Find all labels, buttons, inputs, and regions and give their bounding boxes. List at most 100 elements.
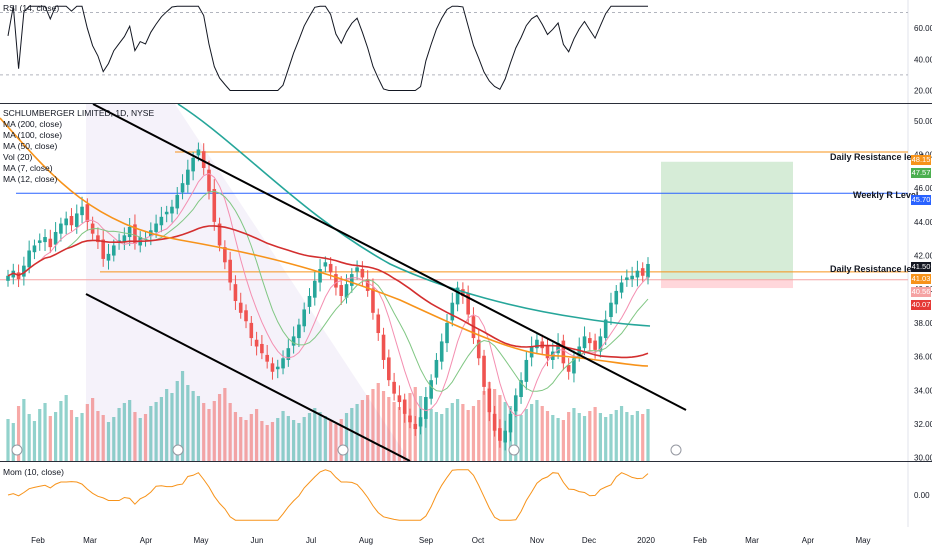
volume-bar (344, 413, 349, 461)
volume-bar (149, 406, 153, 461)
price-tick-label: 34.00 (914, 386, 932, 395)
time-tick-label: Oct (472, 536, 485, 545)
candle-body (170, 206, 174, 214)
volume-bar (223, 388, 227, 461)
earnings-marker (172, 444, 184, 456)
time-axis[interactable]: Feb Mar Apr May Jun Jul Aug Sep Oct Nov Dec 2020 Feb… (0, 527, 932, 550)
candle-body (350, 274, 354, 286)
volume-bar (540, 406, 544, 461)
volume-bar (260, 421, 264, 461)
ma-50-line (7, 225, 649, 359)
candle-body (265, 354, 269, 362)
candle-body (635, 270, 640, 278)
price-tag-48-15: 48.15 (911, 155, 931, 165)
rsi-pane[interactable]: 60.00 40.00 20.00 RSI (14, close) (0, 0, 932, 103)
price-tick-label: 38.00 (914, 319, 932, 328)
candle-body (143, 238, 148, 240)
candle-body (492, 413, 497, 431)
volume-bar (175, 381, 179, 461)
candle-body (37, 240, 42, 243)
volume-bar (630, 415, 634, 461)
candle-body (450, 302, 455, 321)
volume-bar (614, 410, 618, 461)
volume-bar (366, 395, 370, 461)
candle-body (609, 302, 613, 318)
candle-body (6, 275, 10, 281)
pane-separator[interactable] (0, 461, 932, 462)
candle-body (424, 397, 428, 419)
candle-body (413, 423, 418, 430)
price-tick-label: 42.00 (914, 252, 932, 261)
candle-body (371, 288, 375, 313)
volume-bar (535, 400, 539, 461)
candle-body (154, 223, 158, 232)
time-tick-label: May (855, 536, 870, 545)
volume-bar (514, 411, 518, 461)
volume-bar (392, 402, 396, 461)
volume-bar (154, 402, 158, 461)
rsi-chart: 60.00 40.00 20.00 (0, 0, 932, 103)
volume-bar (329, 421, 333, 461)
pane-separator[interactable] (0, 103, 932, 104)
volume-bar (556, 418, 560, 461)
momentum-tick-label: 0.00 (914, 491, 930, 500)
volume-bar (138, 418, 142, 461)
candle-body (64, 218, 68, 226)
volume-bar (32, 421, 37, 461)
volume-bar (292, 420, 296, 461)
candle-body (297, 324, 301, 339)
volume-bar (582, 416, 587, 461)
volume-bar (440, 414, 444, 461)
candle-body (275, 366, 280, 370)
candle-body (318, 269, 322, 283)
volume-bar (445, 408, 449, 461)
volume-bar (43, 403, 47, 461)
volume-bar (524, 409, 528, 461)
price-tick-label: 30.00 (914, 454, 932, 461)
volume-bar (530, 404, 534, 461)
price-tick-label: 32.00 (914, 420, 932, 429)
stop-zone (661, 279, 793, 289)
volume-bar (567, 412, 571, 461)
candle-body (291, 336, 296, 346)
time-tick-label: Mar (83, 536, 97, 545)
volume-bar (16, 406, 21, 461)
volume-bar (191, 391, 195, 461)
volume-bar (85, 404, 89, 461)
candle-body (513, 395, 518, 412)
volume-bar (128, 400, 132, 461)
volume-bar (281, 411, 285, 461)
candle-body (588, 338, 592, 344)
volume-bar (471, 406, 476, 461)
price-pane[interactable]: 50.0048.0046.0044.0042.0040.0038.0036.00… (0, 104, 932, 461)
price-tick-label: 46.00 (914, 184, 932, 193)
volume-bar (625, 412, 629, 461)
candle-body (646, 263, 650, 278)
candle-body (122, 235, 127, 243)
candle-body (519, 380, 523, 398)
candle-body (106, 253, 111, 261)
level-label-daily-resistance-bottom: Daily Resistance level (830, 264, 925, 274)
level-label-weekly-r: Weekly R Level (853, 190, 919, 200)
candle-body (244, 310, 248, 322)
earnings-marker (11, 444, 23, 456)
volume-bar (461, 404, 465, 461)
candle-body (164, 211, 169, 215)
volume-bar (455, 399, 460, 461)
volume-bar (27, 414, 31, 461)
time-tick-label: Dec (582, 536, 596, 545)
volume-bar (313, 408, 317, 461)
candle-body (323, 262, 328, 267)
momentum-pane[interactable]: 0.00 Mom (10, close) (0, 462, 932, 527)
price-tag-45-70: 45.70 (911, 195, 931, 205)
legend-ma12: MA (12, close) (3, 174, 58, 184)
candle-body (233, 284, 238, 302)
candle-body (408, 415, 412, 423)
volume-bar (307, 413, 312, 461)
ma-12-line (7, 190, 649, 392)
volume-bar (355, 404, 359, 461)
candle-body (22, 265, 26, 277)
candle-body (360, 269, 365, 278)
volume-bar (96, 411, 100, 461)
channel-upper-trendline (92, 104, 687, 411)
